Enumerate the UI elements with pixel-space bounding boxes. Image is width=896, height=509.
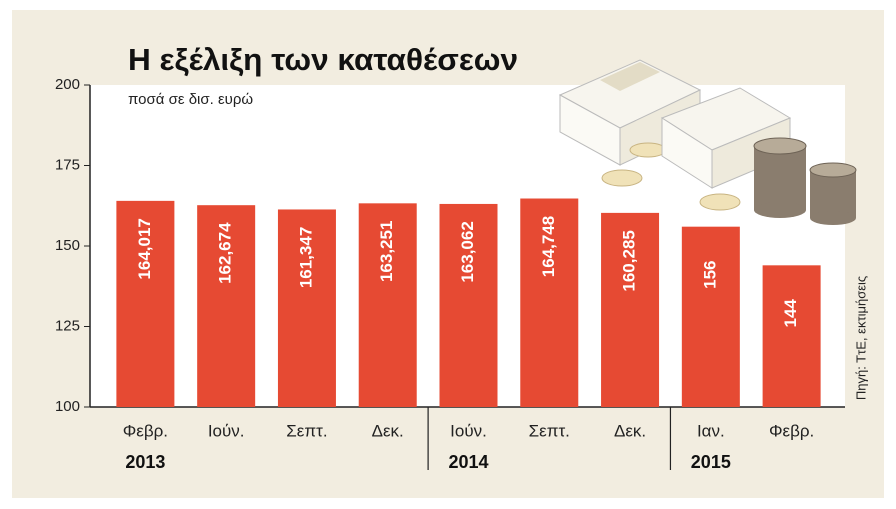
- bar: [762, 265, 821, 407]
- year-label: 2015: [691, 452, 731, 472]
- year-label: 2014: [448, 452, 488, 472]
- value-label: 163,062: [458, 221, 477, 282]
- value-label: 160,285: [620, 230, 639, 291]
- x-tick-label: Δεκ.: [372, 421, 404, 440]
- chart-title: Η εξέλιξη των καταθέσεων: [128, 42, 518, 77]
- source-note: Πηγή: ΤτΕ, εκτιμήσεις: [853, 276, 868, 400]
- y-tick-label: 100: [55, 398, 80, 415]
- y-tick-label: 175: [55, 156, 80, 173]
- year-label: 2013: [125, 452, 165, 472]
- x-tick-label: Σεπτ.: [529, 421, 570, 440]
- x-tick-label: Φεβρ.: [123, 421, 168, 440]
- bar: [439, 203, 498, 407]
- x-tick-label: Δεκ.: [614, 421, 646, 440]
- bar: [116, 200, 175, 407]
- bar: [681, 226, 740, 407]
- y-tick-label: 150: [55, 237, 80, 254]
- y-tick-label: 200: [55, 76, 80, 93]
- bar: [520, 198, 579, 407]
- x-tick-label: Ιαν.: [697, 421, 725, 440]
- bar: [601, 212, 660, 407]
- x-tick-label: Ιούν.: [450, 421, 487, 440]
- x-tick-label: Σεπτ.: [286, 421, 327, 440]
- bar: [358, 203, 417, 407]
- bar: [197, 205, 256, 407]
- money-illustration: [558, 59, 857, 225]
- value-label: 164,748: [539, 216, 558, 277]
- bar: [277, 209, 336, 407]
- value-label: 163,251: [377, 221, 396, 282]
- value-label: 156: [700, 260, 719, 288]
- value-label: 161,347: [296, 227, 315, 288]
- chart-subtitle: ποσά σε δισ. ευρώ: [128, 91, 253, 108]
- y-tick-label: 125: [55, 317, 80, 334]
- value-label: 144: [781, 299, 800, 328]
- value-label: 164,017: [135, 218, 154, 279]
- value-label: 162,674: [216, 222, 235, 284]
- x-tick-label: Φεβρ.: [769, 421, 814, 440]
- x-tick-label: Ιούν.: [208, 421, 245, 440]
